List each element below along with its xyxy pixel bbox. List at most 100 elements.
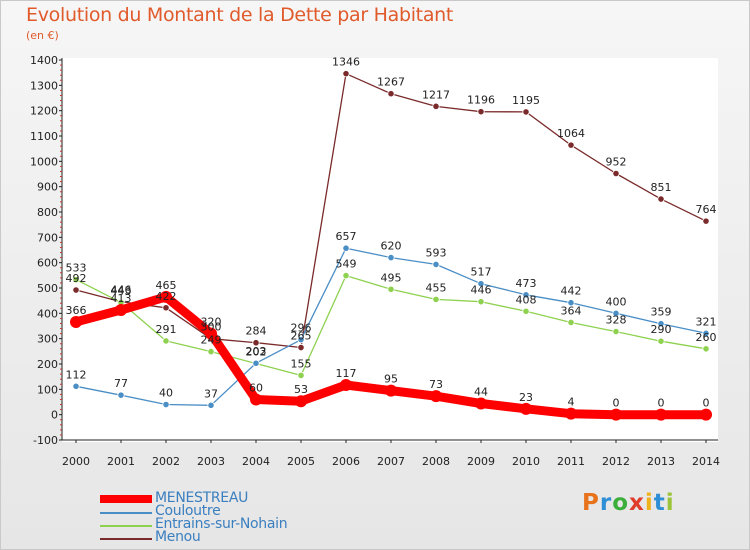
data-point [565,407,577,420]
data-label: 359 [651,306,672,319]
data-point [70,315,82,328]
data-label: 657 [336,230,357,243]
data-label: 1196 [467,94,495,107]
legend-label: Menou [155,529,201,545]
data-label: 53 [294,383,308,396]
data-point [250,393,262,406]
y-tick-label: 300 [37,333,58,346]
y-tick-label: 1400 [30,54,58,67]
data-label: 95 [384,373,398,386]
data-point [702,329,710,337]
data-point [612,309,620,317]
legend-label: MENESTREAU [155,490,249,506]
data-label: 73 [429,378,443,391]
data-point [252,359,260,367]
data-label: 37 [204,387,218,400]
legend-swatch [100,495,152,503]
data-label: 446 [111,284,132,297]
data-label: 366 [66,304,87,317]
data-label: 77 [114,377,128,390]
data-point [655,408,667,421]
data-label: 549 [336,258,357,271]
x-tick-label: 2011 [557,455,585,468]
x-tick-label: 2001 [107,455,135,468]
data-label: 1267 [377,76,405,89]
data-point [700,408,712,421]
data-point [702,345,710,353]
data-label: 422 [156,290,177,303]
data-point [432,295,440,303]
x-tick-label: 2013 [647,455,675,468]
x-tick-label: 2005 [287,455,315,468]
x-tick-label: 2002 [152,455,180,468]
data-label: 408 [516,293,537,306]
data-point [522,108,530,116]
y-tick-label: 100 [37,383,58,396]
data-label: 202 [246,345,267,358]
data-label: 300 [201,321,222,334]
x-tick-label: 2000 [62,455,90,468]
legend-label: Couloutre [155,503,221,519]
data-point [115,304,127,317]
data-point [387,90,395,98]
chart-title: Evolution du Montant de la Dette par Hab… [26,4,454,26]
data-point [702,217,710,225]
data-label: 296 [291,322,312,335]
data-point [657,320,665,328]
data-label: 249 [201,334,222,347]
data-label: 44 [474,386,488,399]
data-label: 155 [291,357,312,370]
data-label: 328 [606,314,627,327]
data-label: 117 [336,367,357,380]
data-label: 400 [606,295,627,308]
data-label: 321 [696,315,717,328]
data-label: 1217 [422,88,450,101]
data-point [162,337,170,345]
data-label: 1064 [557,127,585,140]
data-label: 465 [156,279,177,292]
y-tick-label: 700 [37,231,58,244]
data-point [657,195,665,203]
x-tick-label: 2014 [692,455,720,468]
data-point [72,382,80,390]
data-point [205,327,217,340]
data-point [567,318,575,327]
data-label: 851 [651,181,672,194]
data-point [297,371,305,379]
data-point [475,397,487,410]
y-tick-label: 1300 [30,79,58,92]
data-label: 112 [66,368,87,381]
y-tick-label: 1100 [30,130,58,143]
data-point [522,291,530,299]
legend-swatch [100,538,152,540]
data-point [477,108,485,116]
data-point [72,276,80,284]
data-point [430,390,442,403]
y-tick-label: 200 [37,358,58,371]
legend-label: Entrains-sur-Nohain [155,516,288,532]
data-point [342,271,350,280]
data-point [567,299,575,307]
data-label: 533 [66,262,87,275]
data-label: 0 [658,397,665,410]
x-tick-label: 2012 [602,455,630,468]
data-point [387,254,395,262]
y-tick-label: 600 [37,257,58,270]
data-point [72,286,80,294]
x-tick-label: 2004 [242,455,270,468]
data-label: 593 [426,246,447,259]
data-label: 442 [561,285,582,298]
plot-area [62,58,718,442]
data-point [342,70,350,78]
data-point [207,401,215,409]
data-label: 0 [703,397,710,410]
x-tick-label: 2010 [512,455,540,468]
data-label: 260 [696,331,717,344]
data-point [162,400,170,409]
data-label: 492 [66,272,87,285]
x-tick-label: 2007 [377,455,405,468]
y-tick-label: -100 [33,434,58,447]
y-tick-label: 1000 [30,155,58,168]
legend-swatch [100,512,152,514]
